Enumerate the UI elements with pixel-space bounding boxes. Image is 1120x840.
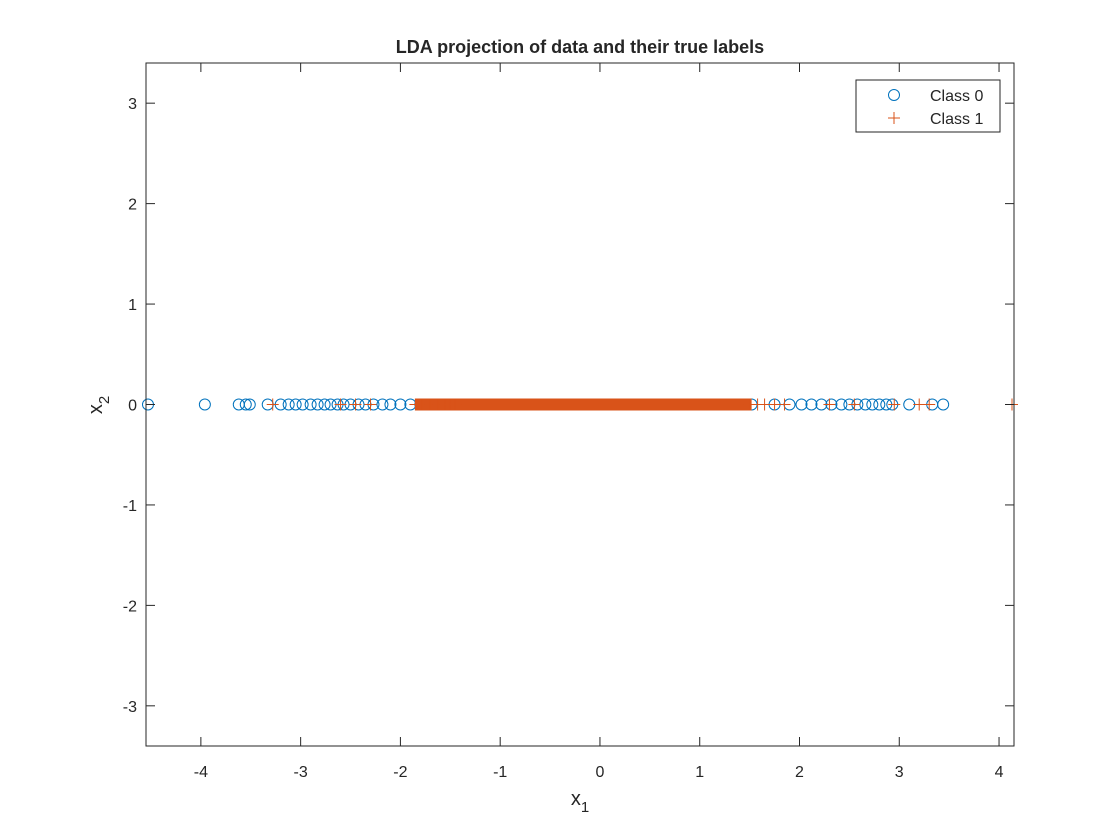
data-point: [873, 398, 886, 411]
x-axis: -4 -3 -2 -1 0 1 2 3 4: [194, 63, 1004, 781]
data-point: [384, 398, 397, 411]
x-tick-label: 3: [895, 764, 904, 781]
data-point: [866, 398, 879, 411]
data-point: [334, 398, 347, 411]
y-tick-label: 0: [128, 398, 137, 415]
data-point: [198, 398, 211, 411]
x-axis-label-sub: 1: [581, 799, 589, 816]
data-point: [937, 398, 950, 411]
y-axis-label-sub: 2: [96, 396, 113, 404]
x-tick-label: 4: [995, 764, 1004, 781]
y-tick-label: 2: [128, 197, 137, 214]
legend: Class 0 Class 1: [855, 79, 1001, 133]
data-point: [888, 398, 901, 411]
data-point: [923, 398, 936, 411]
data-point: [823, 398, 836, 411]
y-tick-label: -1: [123, 498, 137, 515]
legend-box: [855, 79, 1001, 133]
x-tick-label: -3: [294, 764, 308, 781]
data-point: [376, 398, 389, 411]
y-tick-label: 3: [128, 96, 137, 113]
data-point: [795, 398, 808, 411]
y-axis: -3 -2 -1 0 1 2 3: [123, 96, 1014, 716]
y-tick-label: 1: [128, 297, 137, 314]
data-point: [364, 398, 377, 411]
y-tick-label: -2: [123, 598, 137, 615]
data-point: [848, 398, 861, 411]
x-tick-label: -2: [393, 764, 407, 781]
data-point: [778, 398, 791, 411]
x-tick-label: -1: [493, 764, 507, 781]
legend-class-1-label: Class 1: [930, 111, 983, 128]
dense-point-band: [415, 398, 752, 411]
data-point: [289, 398, 302, 411]
x-tick-label: 1: [695, 764, 704, 781]
data-point: [304, 398, 317, 411]
x-axis-label-main: x: [571, 788, 581, 810]
data-point: [282, 398, 295, 411]
x-tick-label: 0: [596, 764, 605, 781]
legend-class-0-label: Class 0: [930, 88, 983, 105]
data-point: [805, 398, 818, 411]
chart-title: LDA projection of data and their true la…: [396, 37, 764, 57]
x-tick-label: 2: [795, 764, 804, 781]
legend-class-1-marker: [888, 112, 900, 124]
data-point: [296, 398, 309, 411]
data-point: [239, 398, 252, 411]
x-tick-label: -4: [194, 764, 208, 781]
data-point: [394, 398, 407, 411]
data-point: [311, 398, 324, 411]
data-point: [243, 398, 256, 411]
series-layer: [141, 398, 1019, 411]
legend-class-0-marker: [888, 89, 900, 101]
data-point: [349, 398, 362, 411]
y-axis-label: x2: [85, 396, 113, 414]
data-point: [318, 398, 331, 411]
y-axis-label-main: x: [85, 404, 107, 414]
x-axis-label: x1: [571, 788, 589, 816]
data-point: [835, 398, 848, 411]
series-1: [266, 398, 1019, 411]
data-point: [266, 398, 279, 411]
data-point: [449, 398, 462, 411]
y-tick-label: -3: [123, 699, 137, 716]
